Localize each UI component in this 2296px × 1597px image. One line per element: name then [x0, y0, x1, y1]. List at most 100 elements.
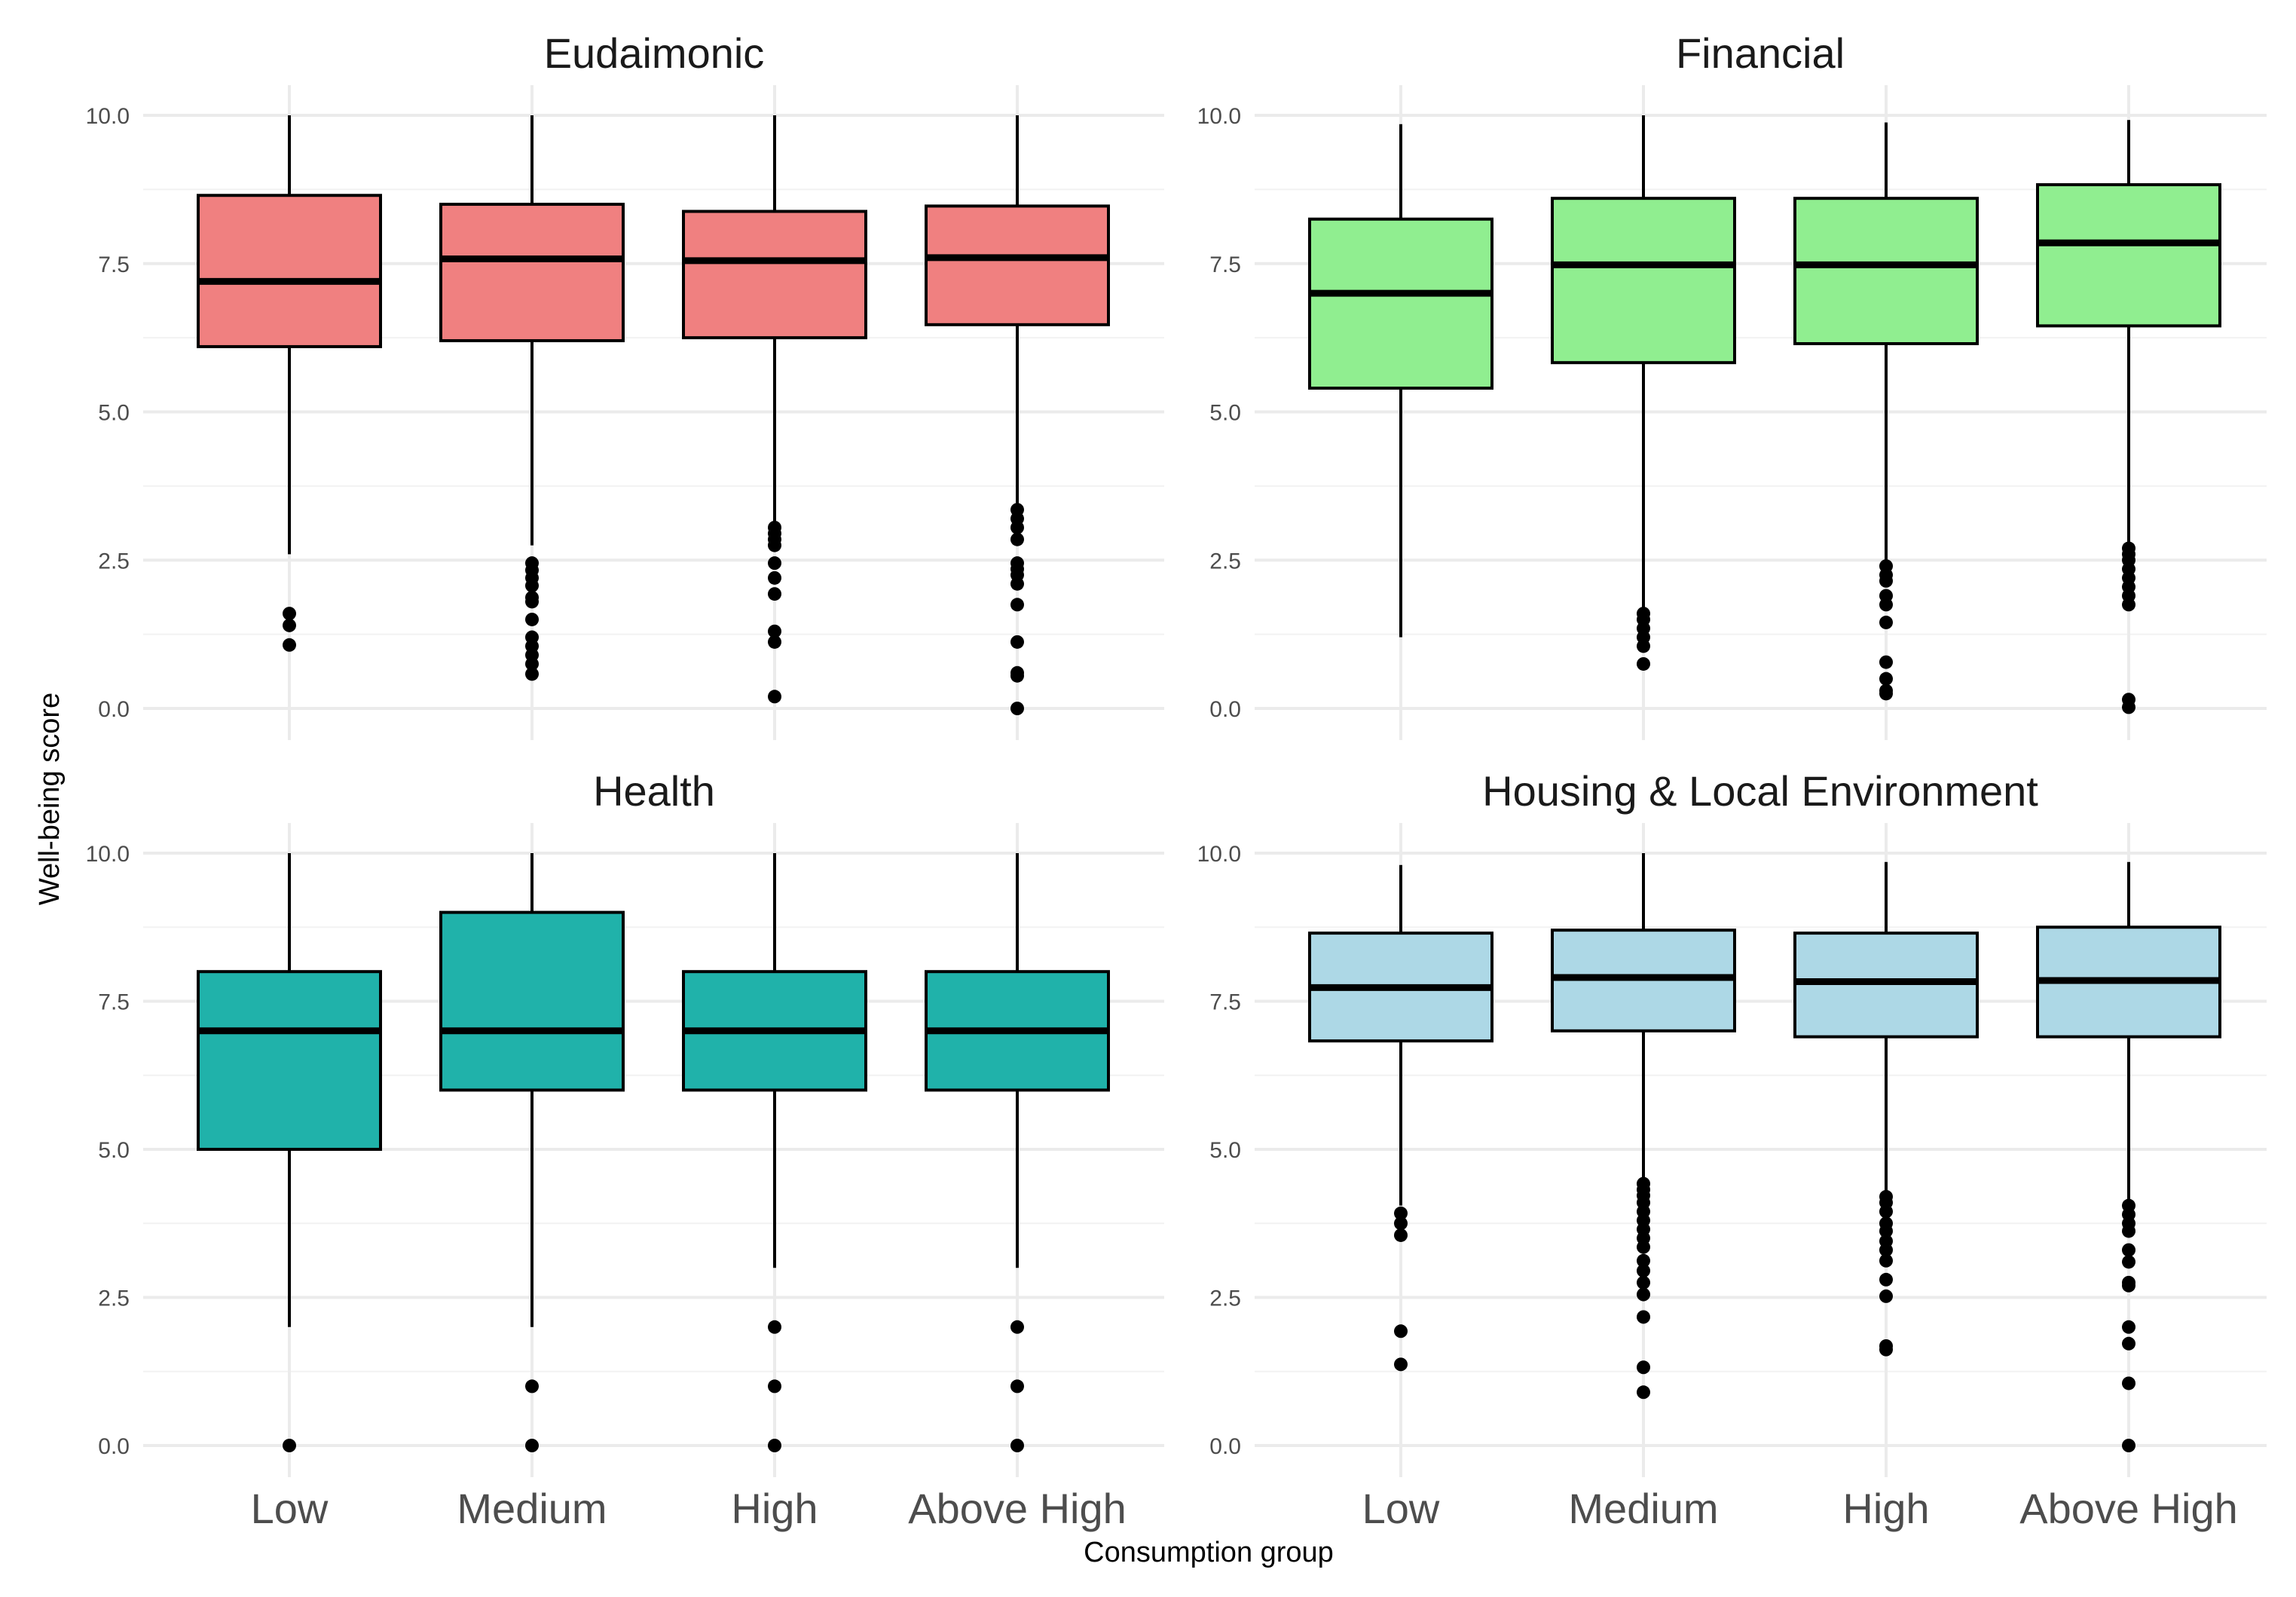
facet-panel: 0.0 2.5 5.0 7.5 10.0 Financial	[1197, 29, 2267, 740]
outlier-point	[1879, 598, 1893, 612]
box-above-high	[2036, 861, 2221, 1452]
x-tick-label: Above High	[2019, 1485, 2238, 1532]
y-tick-label: 5.0	[1209, 1138, 1241, 1163]
outlier-point	[1637, 1275, 1650, 1290]
outlier-point	[525, 579, 539, 593]
outlier-point	[525, 667, 539, 681]
facet-panel: 0.0 2.5 5.0 7.5 10.0 Health Low Medium High Above…	[86, 767, 1164, 1532]
outlier-point	[1879, 1243, 1893, 1257]
outlier-point	[1394, 1324, 1408, 1338]
y-tick-label: 10.0	[1197, 842, 1241, 867]
outlier-point	[2122, 1278, 2135, 1293]
y-tick-label: 5.0	[98, 401, 130, 426]
outlier-point	[1879, 574, 1893, 588]
y-tick-label: 7.5	[98, 990, 130, 1015]
outlier-point	[1879, 1204, 1893, 1219]
box-high	[682, 115, 867, 704]
iqr-box	[1308, 217, 1493, 390]
outlier-point	[768, 1439, 781, 1452]
outlier-point	[2122, 1439, 2135, 1452]
outlier-point	[1879, 1253, 1893, 1268]
outlier-point	[768, 1320, 781, 1334]
iqr-box	[1551, 197, 1736, 365]
iqr-box	[439, 910, 625, 1092]
y-tick-label: 10.0	[86, 104, 130, 129]
outlier-point	[2122, 598, 2135, 612]
y-tick-label: 10.0	[1197, 104, 1241, 129]
iqr-box	[197, 970, 382, 1151]
box-high	[682, 853, 867, 1452]
outlier-point	[768, 556, 781, 571]
box-above-high	[925, 115, 1110, 715]
outlier-point	[2122, 1376, 2135, 1390]
outlier-point	[1010, 520, 1024, 534]
outlier-point	[768, 635, 781, 649]
y-tick-label: 5.0	[98, 1138, 130, 1163]
box-medium	[1551, 115, 1736, 671]
y-tick-label: 2.5	[1209, 549, 1241, 574]
outlier-point	[1879, 615, 1893, 629]
outlier-point	[1879, 1272, 1893, 1286]
box-low	[1308, 124, 1493, 638]
box-high	[1793, 861, 1979, 1357]
y-tick-label: 0.0	[98, 1434, 130, 1459]
facet-panels: 0.0 2.5 5.0 7.5 10.0 Eudaimonic 0.0 2.5 5.0 7.5 10…	[86, 29, 2267, 1532]
y-tick-label: 7.5	[1209, 990, 1241, 1015]
outlier-point	[1637, 1264, 1650, 1278]
outlier-point	[1010, 702, 1024, 715]
outlier-point	[1879, 1224, 1893, 1238]
outlier-point	[1394, 1206, 1408, 1220]
y-axis-title: Well-being score	[34, 693, 66, 905]
iqr-box	[197, 194, 382, 348]
box-medium	[439, 853, 625, 1452]
outlier-point	[1394, 1228, 1408, 1242]
outlier-point	[1637, 1287, 1650, 1302]
y-tick-label: 7.5	[1209, 252, 1241, 277]
y-tick-label: 10.0	[86, 842, 130, 867]
x-tick-label: Low	[1362, 1485, 1440, 1532]
iqr-box	[2036, 183, 2221, 328]
outlier-point	[1010, 1379, 1024, 1394]
outlier-point	[1394, 1216, 1408, 1231]
outlier-point	[525, 612, 539, 626]
outlier-point	[1637, 1360, 1650, 1375]
panel-title: Housing & Local Environment	[1482, 767, 2038, 815]
y-tick-label: 0.0	[1209, 1434, 1241, 1459]
outlier-point	[1010, 1320, 1024, 1334]
outlier-point	[768, 587, 781, 601]
y-tick-label: 7.5	[98, 252, 130, 277]
outlier-point	[1879, 1289, 1893, 1303]
outlier-point	[283, 638, 296, 652]
outlier-point	[1010, 598, 1024, 612]
outlier-point	[768, 690, 781, 704]
outlier-point	[1879, 672, 1893, 686]
x-tick-label: Medium	[1568, 1485, 1718, 1532]
outlier-point	[1010, 577, 1024, 591]
outlier-point	[283, 607, 296, 621]
outlier-point	[1010, 668, 1024, 683]
outlier-point	[1879, 687, 1893, 701]
y-tick-label: 0.0	[1209, 697, 1241, 722]
outlier-point	[1637, 1253, 1650, 1268]
outlier-point	[768, 538, 781, 552]
outlier-point	[283, 1439, 296, 1452]
y-tick-label: 5.0	[1209, 401, 1241, 426]
box-above-high	[2036, 120, 2221, 714]
outlier-point	[1637, 639, 1650, 653]
box-low	[197, 853, 382, 1452]
x-tick-label: Above High	[908, 1485, 1127, 1532]
outlier-point	[1637, 1385, 1650, 1400]
outlier-point	[1637, 1240, 1650, 1254]
outlier-point	[1637, 656, 1650, 671]
panel-title: Financial	[1676, 29, 1845, 77]
outlier-point	[2122, 1320, 2135, 1334]
y-tick-label: 0.0	[98, 697, 130, 722]
x-tick-label: Medium	[457, 1485, 607, 1532]
iqr-box	[1793, 197, 1979, 345]
y-tick-label: 2.5	[1209, 1286, 1241, 1311]
box-medium	[439, 115, 625, 681]
outlier-point	[1010, 635, 1024, 649]
outlier-point	[1010, 532, 1024, 546]
facet-panel: 0.0 2.5 5.0 7.5 10.0 Housing & Local Environm…	[1197, 767, 2267, 1532]
